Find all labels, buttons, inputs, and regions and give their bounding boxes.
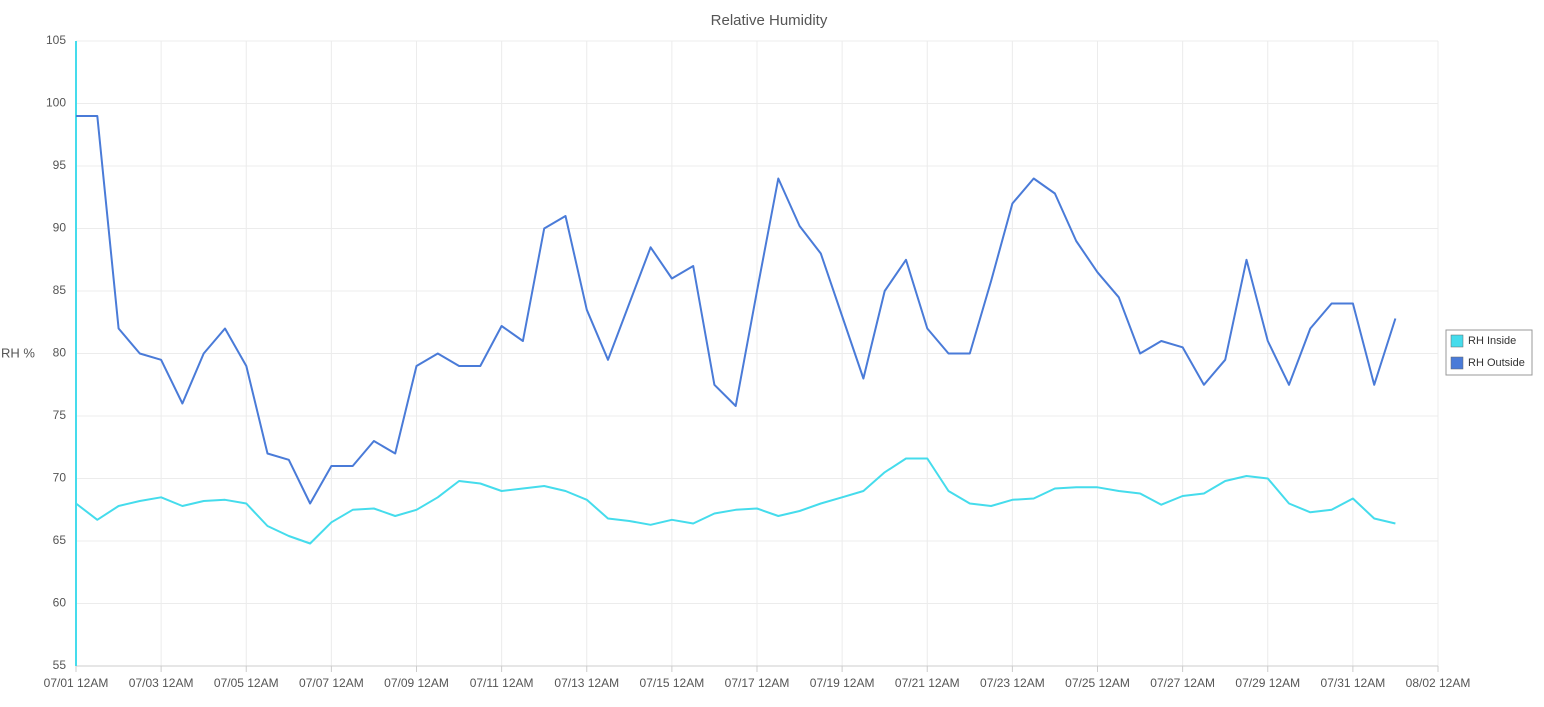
- y-tick-label: 70: [53, 471, 67, 485]
- x-tick-label: 07/27 12AM: [1150, 676, 1215, 690]
- y-tick-label: 100: [46, 96, 66, 110]
- legend-label: RH Inside: [1468, 335, 1516, 347]
- x-tick-label: 07/25 12AM: [1065, 676, 1130, 690]
- x-tick-label: 07/15 12AM: [640, 676, 705, 690]
- series-line: [75, 457, 1396, 545]
- x-tick-label: 07/31 12AM: [1321, 676, 1386, 690]
- x-tick-label: 07/17 12AM: [725, 676, 790, 690]
- legend-label: RH Outside: [1468, 357, 1525, 369]
- y-tick-label: 60: [53, 596, 67, 610]
- y-tick-label: 105: [46, 33, 66, 47]
- y-tick-label: 55: [53, 658, 67, 672]
- y-tick-label: 95: [53, 158, 67, 172]
- x-tick-label: 07/09 12AM: [384, 676, 449, 690]
- x-tick-label: 07/13 12AM: [554, 676, 619, 690]
- y-tick-label: 75: [53, 408, 67, 422]
- y-tick-label: 85: [53, 283, 67, 297]
- chart-title: Relative Humidity: [711, 12, 828, 29]
- y-tick-label: 90: [53, 221, 67, 235]
- y-tick-label: 80: [53, 346, 67, 360]
- x-tick-label: 07/11 12AM: [470, 676, 534, 690]
- x-tick-label: 07/07 12AM: [299, 676, 364, 690]
- x-tick-label: 07/23 12AM: [980, 676, 1045, 690]
- y-tick-label: 65: [53, 533, 67, 547]
- x-tick-label: 07/29 12AM: [1235, 676, 1300, 690]
- y-axis-label: RH %: [1, 345, 35, 360]
- x-tick-label: 07/19 12AM: [810, 676, 875, 690]
- x-tick-label: 07/03 12AM: [129, 676, 194, 690]
- series-line: [76, 115, 1397, 505]
- x-tick-label: 07/05 12AM: [214, 676, 279, 690]
- x-tick-label: 07/21 12AM: [895, 676, 960, 690]
- x-tick-label: 08/02 12AM: [1406, 676, 1471, 690]
- legend-swatch: [1450, 356, 1464, 370]
- x-tick-label: 07/01 12AM: [44, 676, 109, 690]
- legend-swatch: [1450, 334, 1464, 348]
